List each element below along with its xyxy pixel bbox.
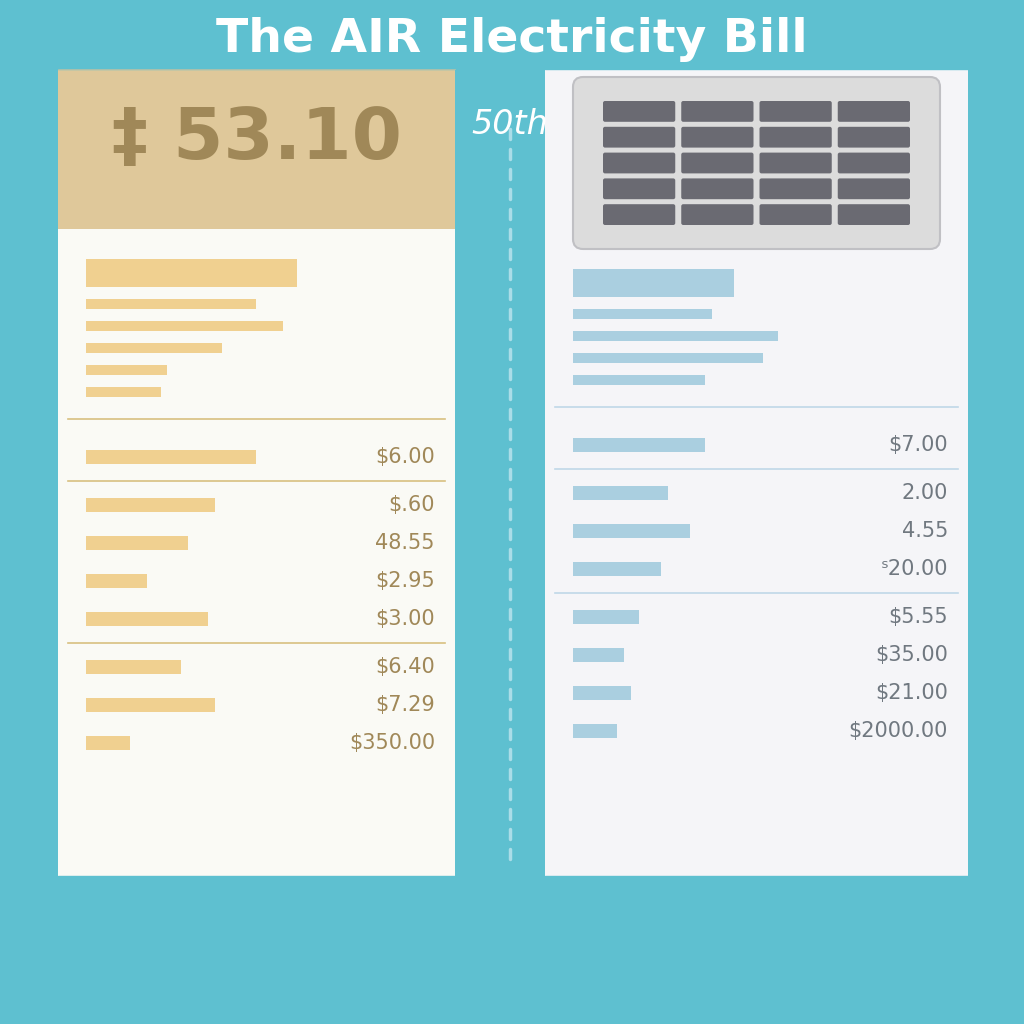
FancyBboxPatch shape (573, 77, 940, 249)
Text: $3.00: $3.00 (376, 609, 435, 629)
Bar (86, 299, 256, 309)
Bar (86, 736, 130, 750)
FancyBboxPatch shape (838, 178, 910, 200)
Text: $7.29: $7.29 (375, 695, 435, 715)
Bar (573, 610, 639, 624)
Text: $21.00: $21.00 (876, 683, 948, 703)
FancyBboxPatch shape (760, 153, 831, 173)
Bar (86, 536, 188, 550)
FancyBboxPatch shape (603, 153, 675, 173)
FancyBboxPatch shape (760, 204, 831, 225)
Bar (573, 524, 690, 538)
FancyBboxPatch shape (681, 101, 754, 122)
Text: $2.95: $2.95 (375, 571, 435, 591)
Bar (86, 343, 222, 353)
Bar (573, 353, 763, 362)
Text: $2000.00: $2000.00 (849, 721, 948, 741)
FancyBboxPatch shape (681, 153, 754, 173)
FancyBboxPatch shape (838, 127, 910, 147)
FancyBboxPatch shape (760, 127, 831, 147)
Bar (545, 69, 968, 876)
Bar (86, 660, 181, 674)
FancyBboxPatch shape (681, 178, 754, 200)
Text: ˢ20.00: ˢ20.00 (881, 559, 948, 579)
FancyBboxPatch shape (760, 101, 831, 122)
Text: $5.55: $5.55 (889, 607, 948, 627)
Bar (86, 387, 161, 397)
Text: $7.00: $7.00 (889, 435, 948, 455)
Bar (573, 331, 778, 341)
Text: ‡ 53.10: ‡ 53.10 (112, 104, 401, 173)
FancyBboxPatch shape (603, 178, 675, 200)
Bar (86, 321, 283, 331)
Text: $350.00: $350.00 (349, 733, 435, 753)
Bar (573, 724, 617, 738)
Bar (573, 648, 624, 662)
Bar (573, 486, 668, 500)
Text: $6.00: $6.00 (375, 447, 435, 467)
Text: 48.55: 48.55 (376, 534, 435, 553)
FancyBboxPatch shape (838, 101, 910, 122)
FancyBboxPatch shape (838, 204, 910, 225)
Text: 2.00: 2.00 (901, 483, 948, 503)
Bar (573, 438, 705, 452)
Bar (86, 365, 167, 375)
FancyBboxPatch shape (681, 204, 754, 225)
FancyBboxPatch shape (681, 127, 754, 147)
Bar (86, 612, 208, 626)
Text: The AIR Electricity Bill: The AIR Electricity Bill (216, 16, 808, 61)
Bar (573, 269, 734, 297)
Text: 50th: 50th (472, 108, 549, 140)
FancyBboxPatch shape (603, 204, 675, 225)
Text: $35.00: $35.00 (876, 645, 948, 665)
Text: $.60: $.60 (388, 495, 435, 515)
Bar (86, 698, 215, 712)
FancyBboxPatch shape (838, 153, 910, 173)
Bar (86, 450, 256, 464)
Bar (58, 69, 455, 876)
Text: 4.55: 4.55 (901, 521, 948, 541)
Bar (86, 498, 215, 512)
Bar (573, 375, 705, 385)
Bar (58, 69, 455, 229)
FancyBboxPatch shape (760, 178, 831, 200)
Text: $6.40: $6.40 (375, 657, 435, 677)
FancyBboxPatch shape (603, 127, 675, 147)
Bar (86, 259, 297, 287)
FancyBboxPatch shape (603, 101, 675, 122)
Bar (573, 562, 662, 575)
Bar (86, 574, 147, 588)
Bar (573, 686, 631, 700)
Bar (573, 309, 712, 319)
